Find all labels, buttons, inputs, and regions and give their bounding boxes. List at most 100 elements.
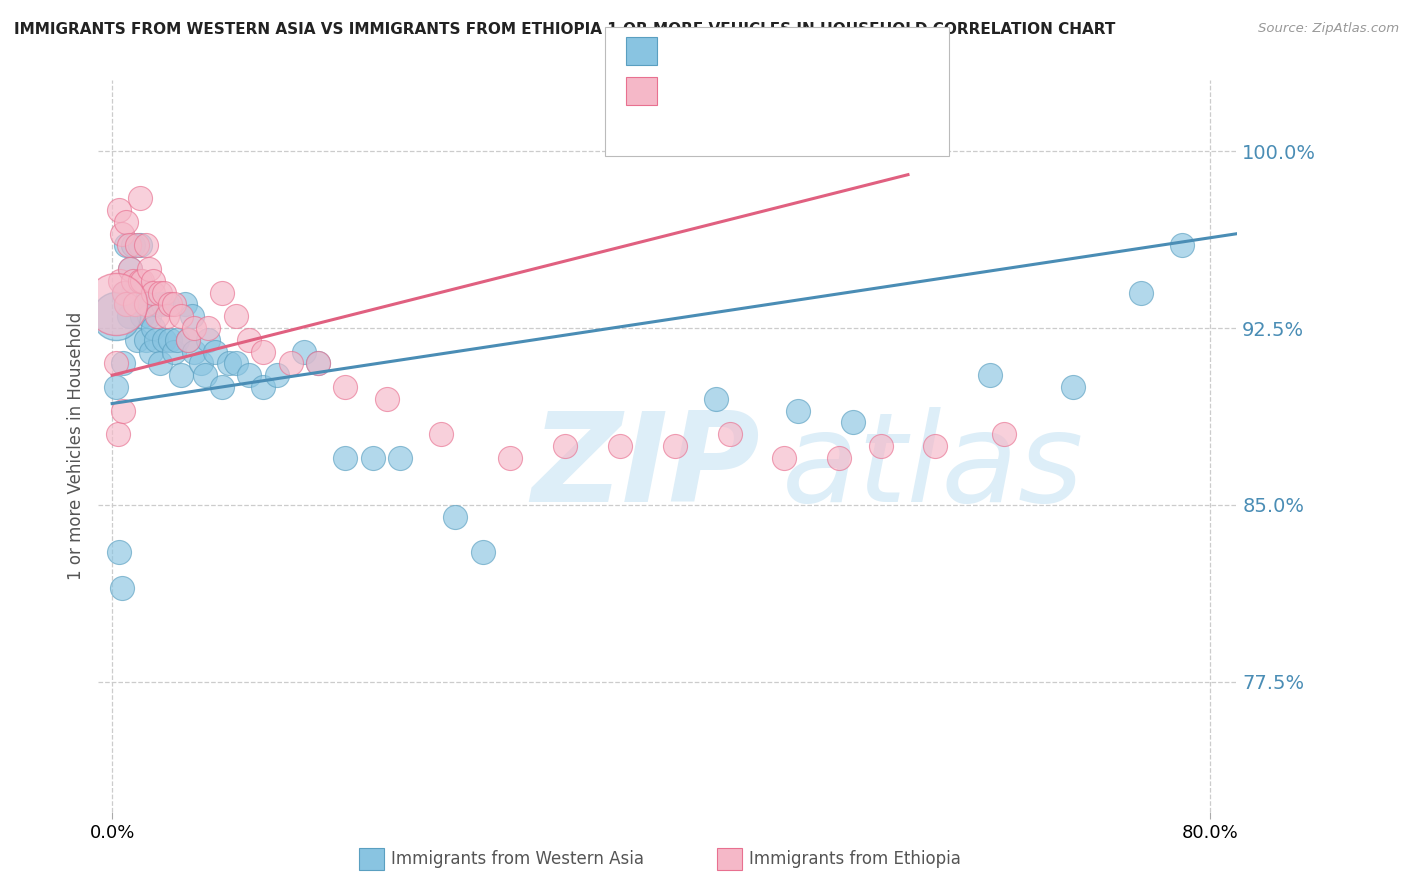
Point [211,380,233,394]
Point [389,450,412,465]
Point [114,285,136,300]
Text: ZIP: ZIP [531,408,759,528]
Point [183,321,205,335]
Point [170,310,193,324]
Point [335,380,357,394]
Text: IMMIGRANTS FROM WESTERN ASIA VS IMMIGRANTS FROM ETHIOPIA 1 OR MORE VEHICLES IN H: IMMIGRANTS FROM WESTERN ASIA VS IMMIGRAN… [14,22,1115,37]
Text: Source: ZipAtlas.com: Source: ZipAtlas.com [1258,22,1399,36]
Point [152,297,174,311]
Point [444,509,467,524]
Point [197,333,219,347]
Point [128,285,150,300]
Point [121,274,143,288]
Point [1171,238,1194,252]
Point [252,344,274,359]
Point [117,310,139,324]
Point [111,581,134,595]
Point [125,238,148,252]
Text: 0.192: 0.192 [696,40,752,58]
Point [115,215,138,229]
Point [266,368,288,383]
Point [138,310,160,324]
Point [142,321,165,335]
Y-axis label: 1 or more Vehicles in Household: 1 or more Vehicles in Household [66,312,84,580]
Text: 51: 51 [778,80,803,98]
Point [117,238,139,252]
Point [121,238,143,252]
Point [131,310,153,324]
Point [146,310,169,324]
Text: N =: N = [748,80,787,98]
Point [183,344,205,359]
Point [180,310,202,324]
Point [131,274,153,288]
Text: R =: R = [668,40,707,58]
Point [107,427,129,442]
Point [142,274,165,288]
Point [197,321,219,335]
Point [176,333,198,347]
Point [292,344,315,359]
Point [499,450,522,465]
Point [307,356,329,370]
Point [163,297,186,311]
Point [108,545,131,559]
Point [218,356,240,370]
Point [124,297,146,311]
Point [471,545,494,559]
Point [993,427,1015,442]
Text: 0.426: 0.426 [696,80,752,98]
Text: Immigrants from Ethiopia: Immigrants from Ethiopia [749,850,962,868]
Point [225,356,247,370]
Point [142,285,165,300]
Point [335,450,357,465]
Point [135,297,157,311]
Point [124,297,146,311]
Point [176,333,198,347]
Point [118,262,141,277]
Point [170,368,193,383]
Point [664,439,686,453]
Point [280,356,302,370]
Point [842,416,865,430]
Point [115,238,138,252]
Point [430,427,453,442]
Point [238,333,260,347]
Point [115,297,138,311]
Text: atlas: atlas [782,408,1084,528]
Point [128,238,150,252]
Point [869,439,891,453]
Point [121,285,143,300]
Point [105,310,128,324]
Point [146,297,169,311]
Point [159,333,181,347]
Point [173,297,195,311]
Point [1062,380,1084,394]
Point [828,450,851,465]
Point [554,439,576,453]
Point [190,356,212,370]
Point [153,285,176,300]
Point [238,368,260,383]
Point [128,191,150,205]
Point [138,262,160,277]
Point [166,333,188,347]
Point [153,333,176,347]
Point [112,403,135,417]
Point [125,333,148,347]
Point [105,356,128,370]
Point [787,403,810,417]
Point [375,392,398,406]
Point [135,297,157,311]
Point [211,285,233,300]
Point [149,285,172,300]
Point [115,297,138,311]
Point [145,333,167,347]
Point [704,392,727,406]
Point [135,333,157,347]
Point [1130,285,1153,300]
Point [112,356,135,370]
Point [361,450,384,465]
Point [111,227,134,241]
Point [118,262,141,277]
